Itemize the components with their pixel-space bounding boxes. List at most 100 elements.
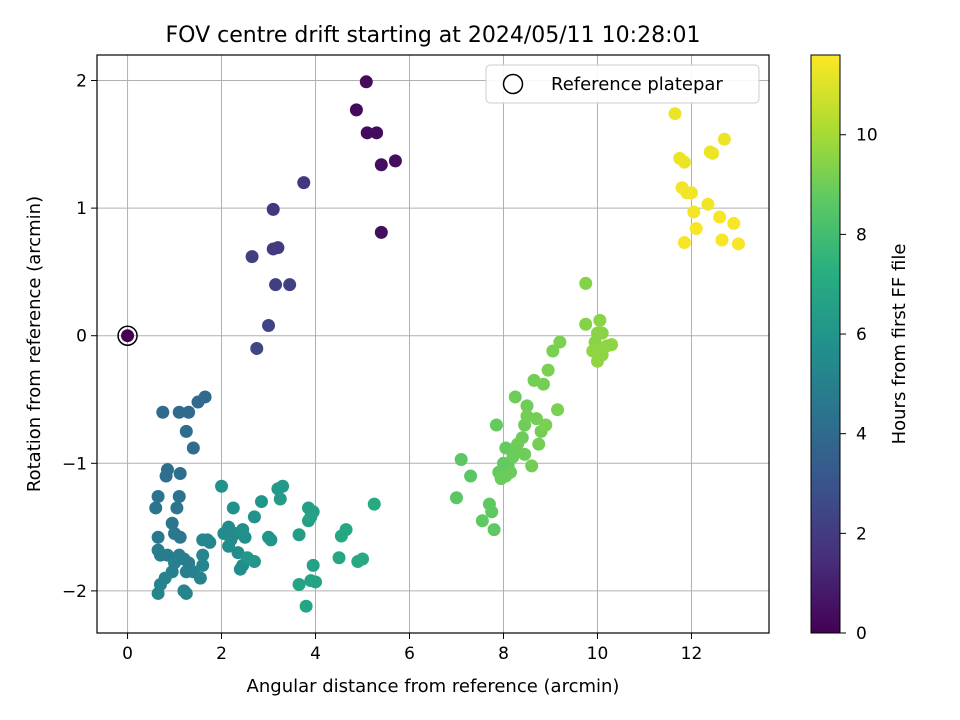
colorbar-tick-label: 0	[856, 624, 867, 644]
data-point	[489, 418, 503, 432]
data-point	[283, 278, 297, 292]
data-point	[553, 335, 567, 349]
plot-area	[97, 55, 769, 633]
data-point	[454, 452, 468, 466]
data-point	[247, 555, 261, 569]
data-point	[487, 523, 501, 537]
plot-border	[96, 54, 770, 634]
x-axis-label: Angular distance from reference (arcmin)	[247, 676, 620, 697]
data-point	[247, 510, 261, 524]
data-point	[179, 424, 193, 438]
data-point	[546, 344, 560, 358]
data-point	[198, 390, 212, 404]
data-point	[388, 154, 402, 168]
data-point	[222, 539, 236, 553]
x-tick-label: 4	[310, 644, 321, 664]
data-point	[360, 126, 374, 140]
legend: Reference platepar	[485, 64, 760, 104]
data-point	[151, 530, 165, 544]
data-point	[541, 363, 555, 377]
data-point	[701, 197, 715, 211]
colorbar-tick-label: 8	[856, 225, 867, 245]
data-point	[292, 578, 306, 592]
y-tick-label: 0	[76, 327, 87, 347]
data-point	[250, 341, 264, 355]
data-point	[173, 530, 187, 544]
colorbar	[810, 54, 841, 634]
data-point	[349, 103, 363, 117]
data-point	[359, 75, 373, 89]
y-tick-label: 1	[76, 199, 87, 219]
data-point	[595, 326, 609, 340]
x-tick-label: 8	[498, 644, 509, 664]
data-point	[271, 241, 285, 255]
data-point	[717, 132, 731, 146]
colorbar-tick-label: 4	[856, 425, 867, 445]
data-point	[196, 548, 210, 562]
data-point	[200, 533, 214, 547]
data-point	[266, 202, 280, 216]
data-point	[464, 469, 478, 483]
x-axis-ticks: 0 2 4 6 8 10 12	[122, 633, 702, 664]
data-point	[499, 441, 513, 455]
data-point	[226, 501, 240, 515]
data-point	[254, 495, 268, 509]
data-point	[590, 354, 604, 368]
data-point	[151, 489, 165, 503]
data-point	[687, 205, 701, 219]
data-point	[172, 405, 186, 419]
colorbar-tick-label: 10	[856, 126, 878, 146]
data-point	[299, 599, 313, 613]
data-point	[215, 479, 229, 493]
data-point	[525, 459, 539, 473]
data-point	[579, 276, 593, 290]
data-point	[684, 186, 698, 200]
reference-point-ring	[117, 325, 138, 346]
x-tick-label: 6	[404, 644, 415, 664]
data-point	[539, 418, 553, 432]
data-point	[273, 492, 287, 506]
data-point	[173, 467, 187, 481]
data-point	[269, 278, 283, 292]
data-point	[165, 516, 179, 530]
y-tick-label: 2	[76, 72, 87, 92]
chart-title: FOV centre drift starting at 2024/05/11 …	[166, 23, 701, 48]
data-point	[494, 472, 508, 486]
data-point	[529, 412, 543, 426]
legend-marker-icon	[502, 73, 524, 95]
data-point	[292, 528, 306, 542]
data-point	[172, 489, 186, 503]
data-point	[485, 505, 499, 519]
data-point	[149, 501, 163, 515]
data-point	[593, 313, 607, 327]
colorbar-ticks: 0 2 4 6 8 10	[840, 126, 878, 644]
data-point	[339, 523, 353, 537]
data-point	[475, 514, 489, 528]
data-point	[508, 390, 522, 404]
data-point	[186, 441, 200, 455]
reference-marker	[117, 325, 138, 346]
legend-box	[485, 64, 760, 104]
data-point	[309, 575, 323, 589]
data-point	[233, 562, 247, 576]
data-point	[605, 338, 619, 352]
data-point	[532, 437, 546, 451]
data-point	[370, 126, 384, 140]
data-point	[304, 510, 318, 524]
data-point	[374, 158, 388, 172]
y-axis-ticks: −2 −1 0 1 2	[62, 72, 97, 602]
data-point	[520, 399, 534, 413]
data-point	[731, 237, 745, 251]
x-tick-label: 2	[216, 644, 227, 664]
data-point	[332, 551, 346, 565]
data-point	[193, 571, 207, 585]
data-point	[551, 403, 565, 417]
legend-entry: Reference platepar	[551, 74, 723, 95]
x-tick-label: 0	[122, 644, 133, 664]
data-point	[579, 317, 593, 331]
data-point	[179, 586, 193, 600]
data-point	[262, 318, 276, 332]
y-tick-label: −1	[62, 454, 87, 474]
data-point	[374, 225, 388, 239]
data-point	[715, 233, 729, 247]
